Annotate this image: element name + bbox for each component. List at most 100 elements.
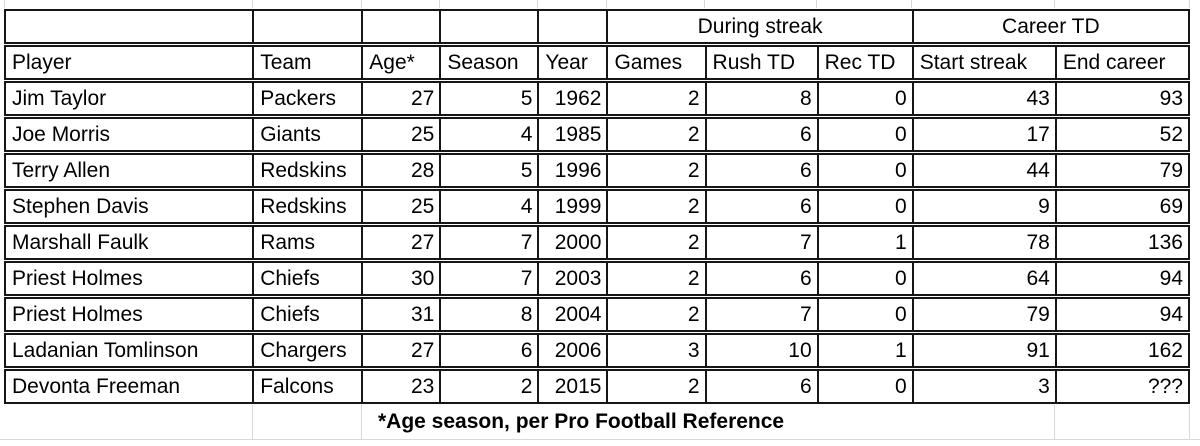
cell[interactable]: 1996 [537,153,607,188]
cell[interactable]: 1 [816,225,912,260]
group-spacer-cell[interactable] [361,9,440,44]
cell[interactable]: 2006 [537,333,607,368]
cell[interactable]: 1985 [537,117,607,152]
group-spacer-cell[interactable] [4,9,253,44]
cell[interactable]: 79 [1054,153,1190,188]
footnote-cell[interactable]: *Age season, per Pro Football Reference [378,410,785,433]
cell[interactable]: Redskins [252,189,362,224]
cell[interactable]: 2 [606,153,705,188]
cell[interactable]: 3 [911,369,1055,404]
cell[interactable]: 162 [1054,333,1190,368]
cell[interactable]: 7 [704,225,817,260]
cell[interactable]: 3 [606,333,705,368]
cell[interactable]: 5 [439,153,538,188]
cell[interactable]: 0 [816,369,912,404]
cell[interactable]: ??? [1054,369,1190,404]
cell[interactable]: 7 [439,261,538,296]
cell[interactable]: 7 [439,225,538,260]
group-spacer-cell[interactable] [439,9,538,44]
cell[interactable]: 43 [911,81,1055,116]
group-spacer-cell[interactable] [537,9,607,44]
cell[interactable]: 2 [606,81,705,116]
cell[interactable]: Falcons [252,369,362,404]
cell[interactable]: Chiefs [252,261,362,296]
cell[interactable]: 78 [911,225,1055,260]
cell[interactable]: 0 [816,261,912,296]
cell[interactable]: Joe Morris [4,117,253,152]
cell[interactable]: Chiefs [252,297,362,332]
cell[interactable]: 27 [361,333,440,368]
cell[interactable]: 10 [704,333,817,368]
cell[interactable]: 6 [704,153,817,188]
cell[interactable]: 25 [361,117,440,152]
cell[interactable]: 94 [1054,297,1190,332]
cell[interactable]: 28 [361,153,440,188]
cell[interactable]: 136 [1054,225,1190,260]
cell[interactable]: Jim Taylor [4,81,253,116]
cell[interactable]: 7 [704,297,817,332]
cell[interactable]: 6 [704,117,817,152]
cell[interactable]: 79 [911,297,1055,332]
cell[interactable]: 25 [361,189,440,224]
cell[interactable]: 30 [361,261,440,296]
cell[interactable]: 0 [816,189,912,224]
cell[interactable]: Priest Holmes [4,261,253,296]
cell[interactable]: 93 [1054,81,1190,116]
cell[interactable]: 6 [704,369,817,404]
column-header-age[interactable]: Age* [361,45,440,80]
cell[interactable]: 69 [1054,189,1190,224]
cell[interactable]: 27 [361,81,440,116]
column-header-player[interactable]: Player [4,45,253,80]
cell[interactable]: 6 [704,261,817,296]
cell[interactable]: 94 [1054,261,1190,296]
cell[interactable]: 27 [361,225,440,260]
cell[interactable]: 5 [439,81,538,116]
cell[interactable]: 8 [439,297,538,332]
cell[interactable]: 17 [911,117,1055,152]
cell[interactable]: 2 [606,261,705,296]
cell[interactable]: 2 [606,297,705,332]
cell[interactable]: 64 [911,261,1055,296]
cell[interactable]: Terry Allen [4,153,253,188]
cell[interactable]: 2 [606,117,705,152]
column-header-rush-td[interactable]: Rush TD [704,45,817,80]
cell[interactable]: 2003 [537,261,607,296]
column-header-end-career[interactable]: End career [1054,45,1190,80]
cell[interactable]: 2000 [537,225,607,260]
cell[interactable]: 8 [704,81,817,116]
cell[interactable]: 6 [439,333,538,368]
cell[interactable]: 91 [911,333,1055,368]
cell[interactable]: Ladanian Tomlinson [4,333,253,368]
cell[interactable]: Marshall Faulk [4,225,253,260]
cell[interactable]: Chargers [252,333,362,368]
cell[interactable]: Giants [252,117,362,152]
cell[interactable]: 9 [911,189,1055,224]
group-header-career-td[interactable]: Career TD [911,9,1190,44]
cell[interactable]: Devonta Freeman [4,369,253,404]
cell[interactable]: 31 [361,297,440,332]
cell[interactable]: 2015 [537,369,607,404]
cell[interactable]: Redskins [252,153,362,188]
column-header-start-streak[interactable]: Start streak [911,45,1055,80]
cell[interactable]: 0 [816,117,912,152]
cell[interactable]: Stephen Davis [4,189,253,224]
cell[interactable]: 1 [816,333,912,368]
cell[interactable]: 0 [816,153,912,188]
cell[interactable]: Packers [252,81,362,116]
cell[interactable]: 44 [911,153,1055,188]
cell[interactable]: 0 [816,297,912,332]
cell[interactable]: 2004 [537,297,607,332]
cell[interactable]: 1999 [537,189,607,224]
cell[interactable]: 1962 [537,81,607,116]
column-header-rec-td[interactable]: Rec TD [816,45,912,80]
column-header-games[interactable]: Games [606,45,705,80]
cell[interactable]: 23 [361,369,440,404]
cell[interactable]: 2 [439,369,538,404]
column-header-team[interactable]: Team [252,45,362,80]
cell[interactable]: 2 [606,369,705,404]
cell[interactable]: 4 [439,189,538,224]
cell[interactable]: Rams [252,225,362,260]
cell[interactable]: 2 [606,189,705,224]
cell[interactable]: 0 [816,81,912,116]
group-spacer-cell[interactable] [252,9,362,44]
